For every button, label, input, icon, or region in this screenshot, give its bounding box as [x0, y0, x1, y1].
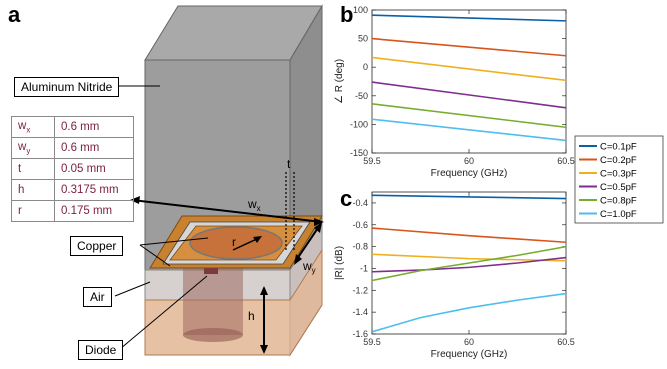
- y-tick-label: -1: [360, 263, 368, 273]
- y-tick-label: -1.2: [352, 285, 368, 295]
- series-line: [371, 253, 567, 262]
- y-tick-label: -1.4: [352, 307, 368, 317]
- label-aluminum-nitride: Aluminum Nitride: [14, 77, 120, 97]
- y-tick-label: -0.4: [352, 198, 368, 208]
- diode-element: [204, 268, 218, 274]
- panel-label-c: c: [340, 186, 353, 211]
- legend-entry: C=0.8pF: [600, 196, 637, 207]
- circular-slot: [189, 226, 283, 260]
- y-tick-label: 100: [353, 5, 368, 15]
- dim-t-label: t: [287, 157, 291, 171]
- legend-box: [574, 135, 664, 224]
- y-tick-label: -0.6: [352, 220, 368, 230]
- legend-entry: C=0.2pF: [600, 155, 637, 166]
- y-tick-label: -1.6: [352, 329, 368, 339]
- y-tick-label: -150: [350, 148, 368, 158]
- x-tick-label: 60: [464, 337, 474, 347]
- y-tick-label: -50: [355, 91, 368, 101]
- y-tick-label: -0.8: [352, 242, 368, 252]
- y-tick-label: -100: [350, 119, 368, 129]
- series-line: [371, 56, 567, 82]
- label-air: Air: [83, 287, 112, 307]
- panel-label-b: b: [340, 2, 354, 27]
- x-axis-label: Frequency (GHz): [431, 168, 508, 179]
- parameter-table: wx 0.6 mm wy 0.6 mm t 0.05 mm h 0.3175 mm r 0.175…: [11, 116, 134, 222]
- legend-entry: C=0.1pF: [600, 142, 637, 153]
- y-axis-label: |R| (dB): [334, 246, 345, 280]
- param-row: wx 0.6 mm: [11, 116, 134, 138]
- label-diode: Diode: [78, 340, 124, 360]
- series-line: [371, 256, 567, 273]
- panel-label-a: a: [8, 2, 21, 27]
- series-line: [371, 227, 567, 244]
- dim-h-label: h: [248, 309, 255, 323]
- series-line: [371, 245, 567, 282]
- series-line: [371, 194, 567, 200]
- series-line: [371, 103, 567, 129]
- y-tick-label: 0: [363, 62, 368, 72]
- x-tick-label: 59.5: [363, 156, 381, 166]
- y-tick-label: 50: [358, 34, 368, 44]
- dim-wx-label: wx: [247, 197, 261, 213]
- x-tick-label: 60: [464, 156, 474, 166]
- series-line: [371, 118, 567, 142]
- x-tick-label: 60.5: [557, 156, 575, 166]
- param-row: r 0.175 mm: [11, 200, 134, 222]
- y-axis-label: ∠ R (deg): [334, 59, 345, 104]
- param-value: 0.6 mm: [54, 116, 134, 138]
- dim-r-label: r: [232, 235, 236, 249]
- param-row: wy 0.6 mm: [11, 137, 134, 159]
- x-tick-label: 60.5: [557, 337, 575, 347]
- x-axis-label: Frequency (GHz): [431, 349, 508, 360]
- series-line: [371, 37, 567, 57]
- x-tick-label: 59.5: [363, 337, 381, 347]
- legend-entry: C=0.5pF: [600, 182, 637, 193]
- series-line: [371, 81, 567, 109]
- series-line: [371, 292, 567, 333]
- legend-entry: C=1.0pF: [600, 209, 637, 220]
- series-line: [371, 14, 567, 22]
- label-copper: Copper: [70, 236, 124, 256]
- legend-entry: C=0.3pF: [600, 169, 637, 180]
- dim-wy-label: wy: [302, 259, 316, 275]
- param-value: 0.175 mm: [54, 200, 134, 222]
